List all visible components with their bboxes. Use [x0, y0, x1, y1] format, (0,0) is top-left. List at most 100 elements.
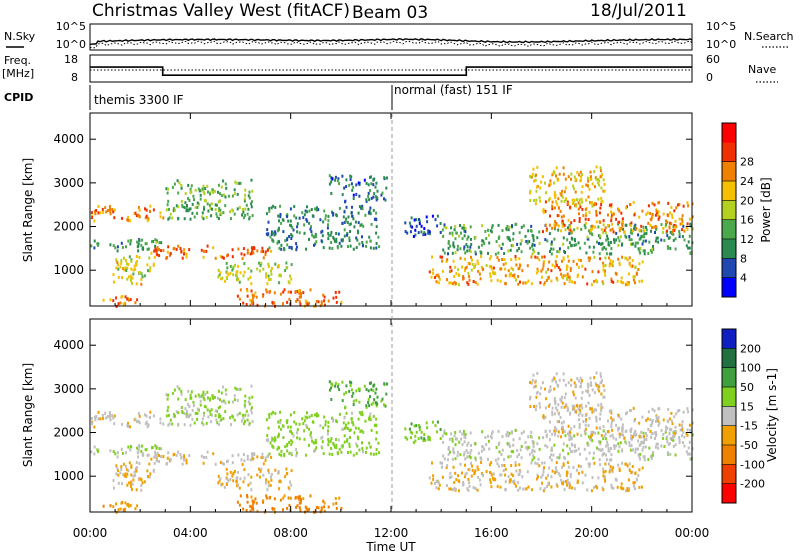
power-cell	[165, 187, 168, 191]
power-cell	[681, 228, 683, 232]
power-cell	[177, 244, 180, 248]
velocity-cell	[278, 487, 281, 491]
velocity-cell	[467, 468, 470, 472]
velocity-cell	[375, 431, 378, 435]
power-cell	[146, 247, 149, 251]
power-cell	[269, 277, 272, 281]
power-cell	[370, 222, 373, 226]
power-cell	[618, 263, 621, 266]
velocity-cell	[536, 371, 539, 375]
power-ylabel: Slant Range [km]	[21, 158, 35, 262]
velocity-cell	[311, 420, 314, 424]
velocity-cell	[628, 441, 631, 444]
power-cell	[375, 218, 378, 222]
velocity-cell	[194, 411, 197, 415]
velocity-cell	[547, 404, 550, 408]
power-cell	[631, 231, 633, 235]
velocity-cell	[308, 507, 310, 511]
velocity-cell	[332, 419, 335, 423]
velocity-cell	[656, 419, 659, 423]
velocity-cell	[546, 445, 549, 449]
power-cell	[550, 252, 553, 256]
power-cell	[591, 233, 594, 237]
velocity-cell	[542, 489, 545, 493]
power-cell	[124, 302, 126, 306]
velocity-cell	[619, 441, 622, 445]
power-cell	[290, 245, 293, 249]
power-cell	[503, 252, 506, 255]
velocity-cell	[537, 457, 540, 461]
ytick-label: 3000	[53, 382, 84, 396]
velocity-cell	[614, 477, 617, 481]
power-cell	[484, 230, 487, 233]
power-cell	[644, 239, 647, 243]
velocity-cell	[448, 487, 451, 491]
velocity-cell	[183, 458, 185, 462]
colorbar-swatch	[722, 464, 736, 484]
velocity-cell	[217, 406, 220, 410]
velocity-cell	[299, 508, 302, 512]
power-cell	[120, 259, 123, 263]
power-cell	[247, 194, 250, 198]
velocity-cell	[277, 420, 280, 424]
velocity-cell	[226, 483, 228, 486]
power-cell	[378, 245, 381, 249]
power-cell	[631, 242, 634, 246]
velocity-cell	[641, 466, 644, 470]
power-cell	[273, 291, 276, 295]
velocity-cell	[251, 395, 254, 399]
velocity-cell	[295, 451, 298, 455]
power-cell	[507, 249, 510, 253]
velocity-cell	[650, 456, 653, 460]
power-cell	[487, 251, 489, 255]
power-cell	[534, 178, 537, 182]
power-cell	[317, 300, 320, 304]
velocity-cell	[548, 438, 551, 442]
power-cell	[117, 302, 120, 306]
velocity-cell	[529, 405, 532, 408]
power-cell	[636, 241, 639, 245]
power-cell	[197, 202, 200, 206]
velocity-cell	[287, 496, 290, 500]
power-cell	[467, 235, 470, 239]
power-cell	[94, 212, 97, 216]
power-cell	[167, 217, 170, 221]
velocity-cell	[622, 433, 625, 437]
power-cell	[558, 214, 560, 218]
velocity-cell	[207, 415, 210, 419]
power-cell	[229, 264, 232, 268]
power-cell	[560, 192, 563, 196]
velocity-cell	[682, 430, 685, 434]
power-cell	[561, 224, 564, 228]
power-cell	[665, 222, 667, 226]
power-cell	[336, 179, 339, 183]
power-cell	[443, 225, 446, 229]
velocity-cell	[367, 397, 370, 401]
power-scatter	[90, 165, 694, 308]
velocity-cell	[370, 381, 372, 385]
velocity-cell	[361, 410, 364, 414]
velocity-cell	[420, 436, 423, 440]
velocity-cell	[259, 470, 262, 473]
velocity-cell	[293, 420, 296, 424]
velocity-cell	[532, 444, 535, 448]
velocity-cell	[624, 429, 627, 433]
velocity-cell	[370, 388, 373, 392]
power-cell	[219, 208, 222, 212]
colorbar-tick-label: 8	[740, 252, 747, 265]
power-cell	[537, 251, 540, 255]
velocity-cell	[349, 450, 352, 454]
power-cell	[328, 246, 331, 250]
power-cell	[207, 190, 209, 194]
power-cell	[645, 228, 648, 232]
velocity-cell	[131, 482, 134, 486]
power-cell	[120, 241, 123, 245]
velocity-cell	[193, 404, 195, 408]
power-cell	[295, 216, 298, 220]
power-cell	[586, 237, 589, 241]
velocity-cell	[155, 446, 158, 450]
velocity-cell	[249, 504, 252, 508]
velocity-cell	[273, 507, 276, 511]
power-cell	[610, 219, 613, 223]
velocity-cell	[530, 461, 533, 465]
